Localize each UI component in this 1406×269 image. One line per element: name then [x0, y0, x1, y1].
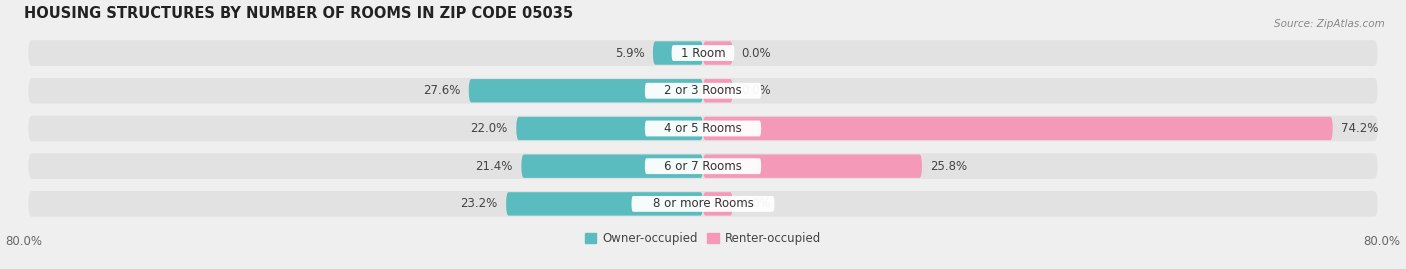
FancyBboxPatch shape	[468, 79, 703, 102]
FancyBboxPatch shape	[631, 196, 775, 212]
Text: 0.0%: 0.0%	[741, 197, 770, 210]
Text: 74.2%: 74.2%	[1341, 122, 1378, 135]
FancyBboxPatch shape	[28, 78, 1378, 104]
Text: 22.0%: 22.0%	[471, 122, 508, 135]
FancyBboxPatch shape	[652, 41, 703, 65]
FancyBboxPatch shape	[703, 41, 733, 65]
Text: Source: ZipAtlas.com: Source: ZipAtlas.com	[1274, 19, 1385, 29]
FancyBboxPatch shape	[703, 79, 733, 102]
Text: 5.9%: 5.9%	[614, 47, 644, 59]
Text: 4 or 5 Rooms: 4 or 5 Rooms	[664, 122, 742, 135]
Text: 2 or 3 Rooms: 2 or 3 Rooms	[664, 84, 742, 97]
FancyBboxPatch shape	[672, 45, 734, 61]
Legend: Owner-occupied, Renter-occupied: Owner-occupied, Renter-occupied	[579, 227, 827, 250]
FancyBboxPatch shape	[645, 83, 761, 99]
Text: 25.8%: 25.8%	[931, 160, 967, 173]
Text: 23.2%: 23.2%	[460, 197, 498, 210]
Text: 27.6%: 27.6%	[423, 84, 460, 97]
Text: HOUSING STRUCTURES BY NUMBER OF ROOMS IN ZIP CODE 05035: HOUSING STRUCTURES BY NUMBER OF ROOMS IN…	[24, 6, 574, 20]
FancyBboxPatch shape	[28, 116, 1378, 141]
FancyBboxPatch shape	[28, 40, 1378, 66]
FancyBboxPatch shape	[28, 153, 1378, 179]
FancyBboxPatch shape	[703, 117, 1333, 140]
Text: 6 or 7 Rooms: 6 or 7 Rooms	[664, 160, 742, 173]
FancyBboxPatch shape	[703, 154, 922, 178]
FancyBboxPatch shape	[703, 192, 733, 215]
Text: 8 or more Rooms: 8 or more Rooms	[652, 197, 754, 210]
Text: 0.0%: 0.0%	[741, 47, 770, 59]
Text: 0.0%: 0.0%	[741, 84, 770, 97]
Text: 1 Room: 1 Room	[681, 47, 725, 59]
FancyBboxPatch shape	[516, 117, 703, 140]
FancyBboxPatch shape	[645, 158, 761, 174]
FancyBboxPatch shape	[522, 154, 703, 178]
FancyBboxPatch shape	[28, 191, 1378, 217]
FancyBboxPatch shape	[506, 192, 703, 215]
FancyBboxPatch shape	[645, 121, 761, 136]
Text: 21.4%: 21.4%	[475, 160, 513, 173]
